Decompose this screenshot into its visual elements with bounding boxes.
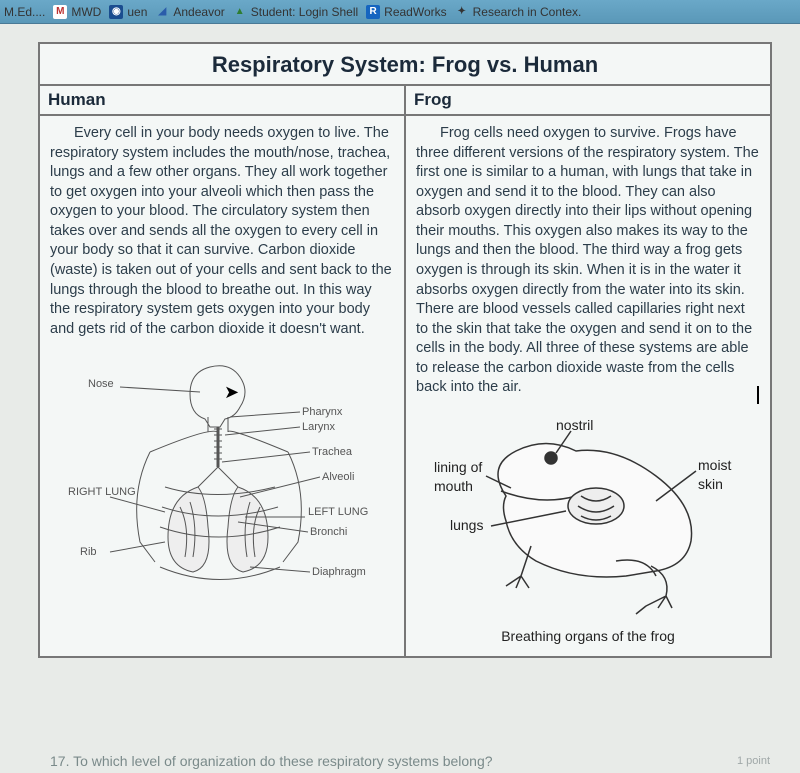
tab-label: Student: Login Shell: [251, 5, 358, 19]
question-text: 17. To which level of organization do th…: [50, 753, 493, 769]
readworks-icon: R: [366, 5, 380, 19]
tab-readworks[interactable]: R ReadWorks: [366, 5, 446, 19]
label-rib: Rib: [80, 545, 97, 560]
comparison-card: Respiratory System: Frog vs. Human Human…: [38, 42, 772, 658]
human-column: Human Every cell in your body needs oxyg…: [40, 86, 404, 656]
label-moist-skin: moist skin: [698, 456, 748, 494]
frog-text: Frog cells need oxygen to survive. Frogs…: [416, 124, 760, 398]
andeavor-icon: ◢: [155, 5, 169, 19]
tab-label: uen: [127, 5, 147, 19]
card-title: Respiratory System: Frog vs. Human: [40, 44, 770, 86]
puzzle-icon: ✦: [455, 5, 469, 19]
frog-header: Frog: [406, 86, 770, 116]
tab-label: M.Ed....: [4, 5, 45, 19]
tab-med[interactable]: M.Ed....: [4, 5, 45, 19]
label-diaphragm: Diaphragm: [312, 565, 366, 580]
columns: Human Every cell in your body needs oxyg…: [40, 86, 770, 656]
tab-mwd[interactable]: M MWD: [53, 5, 101, 19]
label-right-lung: RIGHT LUNG: [68, 487, 136, 498]
points-label: 1 point: [737, 755, 770, 767]
human-header: Human: [40, 86, 404, 116]
tab-label: ReadWorks: [384, 5, 446, 19]
text-cursor-icon: [757, 386, 759, 404]
label-nose: Nose: [88, 377, 114, 392]
page-content: Respiratory System: Frog vs. Human Human…: [0, 24, 800, 658]
globe-icon: ◉: [109, 5, 123, 19]
tab-label: Research in Contex.: [473, 5, 582, 19]
frog-body: Frog cells need oxygen to survive. Frogs…: [406, 116, 770, 656]
human-body: Every cell in your body needs oxygen to …: [40, 116, 404, 617]
favicon-mwd: M: [53, 5, 67, 19]
label-nostril: nostril: [556, 416, 593, 435]
tree-icon: ▲: [233, 5, 247, 19]
label-lining: lining of mouth: [434, 458, 494, 496]
label-alveoli: Alveoli: [322, 470, 354, 485]
tab-andeavor[interactable]: ◢ Andeavor: [155, 5, 224, 19]
tab-research[interactable]: ✦ Research in Contex.: [455, 5, 582, 19]
tab-label: Andeavor: [173, 5, 224, 19]
browser-tabbar: M.Ed.... M MWD ◉ uen ◢ Andeavor ▲ Student: L…: [0, 0, 800, 24]
label-pharynx: Pharynx: [302, 405, 342, 420]
label-lungs: lungs: [450, 516, 483, 535]
frog-diagram: nostril lining of mouth moist skin lungs…: [416, 416, 760, 646]
human-text: Every cell in your body needs oxygen to …: [50, 124, 394, 339]
tab-student[interactable]: ▲ Student: Login Shell: [233, 5, 358, 19]
label-bronchi: Bronchi: [310, 525, 347, 540]
tab-label: MWD: [71, 5, 101, 19]
label-trachea: Trachea: [312, 445, 352, 460]
label-larynx: Larynx: [302, 420, 335, 435]
tab-uen[interactable]: ◉ uen: [109, 5, 147, 19]
human-diagram: Nose Pharynx Larynx Trachea Alveoli RIGH…: [50, 357, 394, 607]
label-left-lung: LEFT LUNG: [308, 507, 368, 518]
frog-column: Frog Frog cells need oxygen to survive. …: [404, 86, 770, 656]
frog-caption: Breathing organs of the frog: [416, 627, 760, 646]
